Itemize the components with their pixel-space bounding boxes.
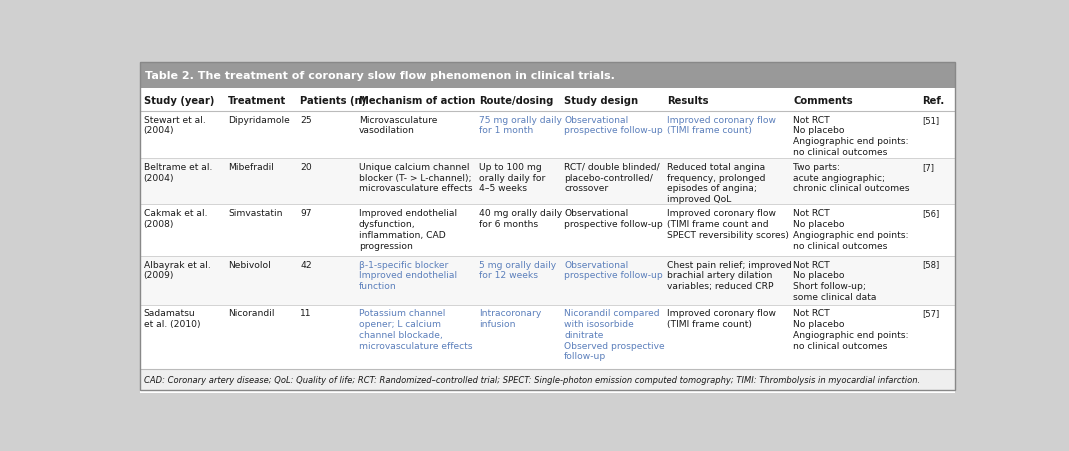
Text: Simvastatin: Simvastatin — [229, 209, 283, 218]
Bar — [140, 112, 956, 159]
Bar — [140, 256, 956, 305]
Bar — [140, 159, 956, 205]
Text: Mibefradil: Mibefradil — [229, 163, 275, 171]
Text: Unique calcium channel
blocker (T- > L-channel);
microvasculature effects: Unique calcium channel blocker (T- > L-c… — [359, 163, 472, 193]
Text: Observational
prospective follow-up: Observational prospective follow-up — [564, 260, 663, 280]
Text: Treatment: Treatment — [229, 96, 286, 106]
Text: 75 mg orally daily
for 1 month: 75 mg orally daily for 1 month — [479, 115, 562, 135]
Text: Not RCT
No placebo
Angiographic end points:
no clinical outcomes: Not RCT No placebo Angiographic end poin… — [793, 209, 909, 250]
Text: Sadamatsu
et al. (2010): Sadamatsu et al. (2010) — [143, 309, 200, 328]
Text: 25: 25 — [300, 115, 312, 124]
Bar — [140, 305, 956, 369]
Bar — [140, 89, 956, 112]
Bar — [140, 369, 956, 390]
Text: 40 mg orally daily
for 6 months: 40 mg orally daily for 6 months — [479, 209, 562, 229]
Text: Comments: Comments — [793, 96, 853, 106]
Text: 42: 42 — [300, 260, 312, 269]
Text: 11: 11 — [300, 309, 311, 318]
Text: Study design: Study design — [564, 96, 638, 106]
Text: Route/dosing: Route/dosing — [479, 96, 554, 106]
Text: Observational
prospective follow-up: Observational prospective follow-up — [564, 209, 663, 229]
Text: Microvasculature
vasodilation: Microvasculature vasodilation — [359, 115, 437, 135]
Text: Nebivolol: Nebivolol — [229, 260, 272, 269]
Text: Table 2. The treatment of coronary slow flow phenomenon in clinical trials.: Table 2. The treatment of coronary slow … — [145, 71, 615, 81]
Text: Patients (n): Patients (n) — [300, 96, 367, 106]
Text: Ref.: Ref. — [923, 96, 944, 106]
Text: Results: Results — [667, 96, 709, 106]
Text: Nicorandil compared
with isosorbide
dinitrate
Observed prospective
follow-up: Nicorandil compared with isosorbide dini… — [564, 309, 665, 361]
Text: Not RCT
No placebo
Angiographic end points:
no clinical outcomes: Not RCT No placebo Angiographic end poin… — [793, 309, 909, 350]
Text: [57]: [57] — [923, 309, 940, 318]
Text: Two parts:
acute angiographic;
chronic clinical outcomes: Two parts: acute angiographic; chronic c… — [793, 163, 910, 193]
Bar — [140, 63, 956, 89]
Text: [7]: [7] — [923, 163, 934, 171]
Text: Stewart et al.
(2004): Stewart et al. (2004) — [143, 115, 205, 135]
Text: [56]: [56] — [923, 209, 940, 218]
Text: Mechanism of action: Mechanism of action — [359, 96, 475, 106]
Text: Improved endothelial
dysfunction,
inflammation, CAD
progression: Improved endothelial dysfunction, inflam… — [359, 209, 456, 250]
Text: Improved coronary flow
(TIMI frame count): Improved coronary flow (TIMI frame count… — [667, 309, 776, 328]
Bar — [140, 205, 956, 256]
Text: Not RCT
No placebo
Angiographic end points:
no clinical outcomes: Not RCT No placebo Angiographic end poin… — [793, 115, 909, 156]
Text: Beltrame et al.
(2004): Beltrame et al. (2004) — [143, 163, 212, 182]
Text: Improved coronary flow
(TIMI frame count and
SPECT reversibility scores): Improved coronary flow (TIMI frame count… — [667, 209, 789, 239]
Text: RCT/ double blinded/
placebo-controlled/
crossover: RCT/ double blinded/ placebo-controlled/… — [564, 163, 660, 193]
Text: Chest pain relief; improved
brachial artery dilation
variables; reduced CRP: Chest pain relief; improved brachial art… — [667, 260, 792, 290]
Text: Not RCT
No placebo
Short follow-up;
some clinical data: Not RCT No placebo Short follow-up; some… — [793, 260, 877, 301]
Text: Potassium channel
opener; L calcium
channel blockade,
microvasculature effects: Potassium channel opener; L calcium chan… — [359, 309, 472, 350]
Text: [51]: [51] — [923, 115, 940, 124]
Text: β-1-specific blocker
Improved endothelial
function: β-1-specific blocker Improved endothelia… — [359, 260, 456, 290]
Text: 97: 97 — [300, 209, 311, 218]
Text: 5 mg orally daily
for 12 weeks: 5 mg orally daily for 12 weeks — [479, 260, 557, 280]
Text: Cakmak et al.
(2008): Cakmak et al. (2008) — [143, 209, 207, 229]
Text: Improved coronary flow
(TIMI frame count): Improved coronary flow (TIMI frame count… — [667, 115, 776, 135]
Text: Up to 100 mg
orally daily for
4–5 weeks: Up to 100 mg orally daily for 4–5 weeks — [479, 163, 546, 193]
Text: 20: 20 — [300, 163, 312, 171]
Text: Albayrak et al.
(2009): Albayrak et al. (2009) — [143, 260, 211, 280]
Text: [58]: [58] — [923, 260, 940, 269]
Text: Intracoronary
infusion: Intracoronary infusion — [479, 309, 542, 328]
Text: Reduced total angina
frequency, prolonged
episodes of angina;
improved QoL: Reduced total angina frequency, prolonge… — [667, 163, 765, 204]
Text: Dipyridamole: Dipyridamole — [229, 115, 290, 124]
Text: CAD: Coronary artery disease; QoL: Quality of life; RCT: Randomized–controlled t: CAD: Coronary artery disease; QoL: Quali… — [144, 375, 920, 384]
Text: Nicorandil: Nicorandil — [229, 309, 275, 318]
Text: Observational
prospective follow-up: Observational prospective follow-up — [564, 115, 663, 135]
Text: Study (year): Study (year) — [143, 96, 214, 106]
